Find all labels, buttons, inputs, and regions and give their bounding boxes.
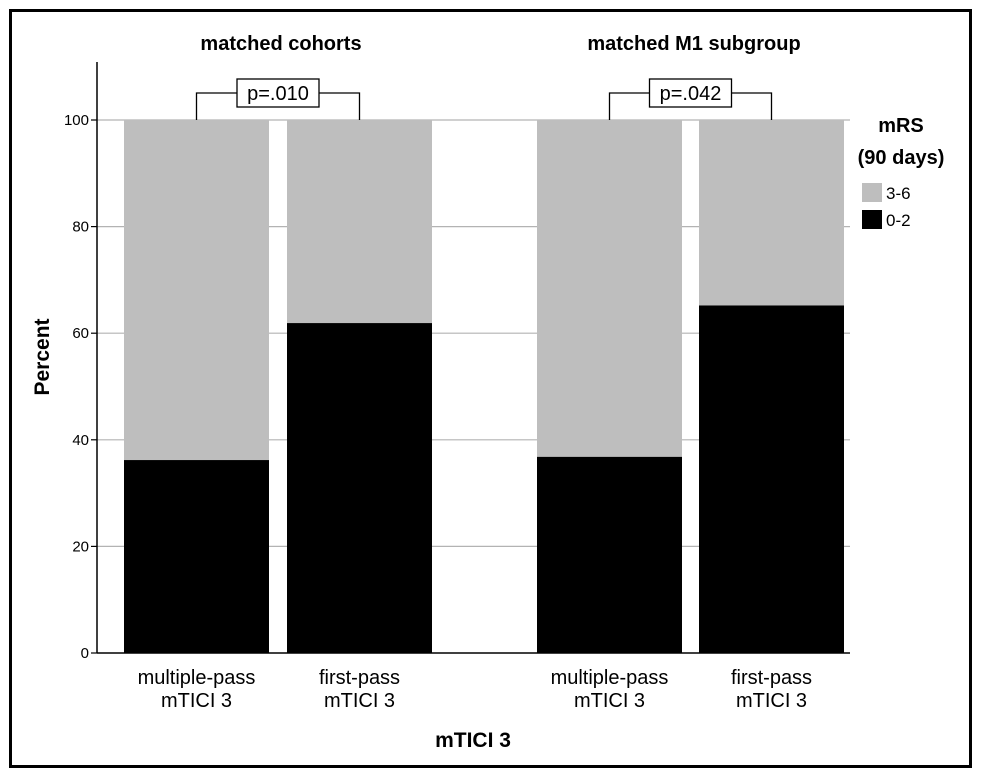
p-value-box	[648, 78, 733, 108]
category-label-line1: multiple-pass	[138, 667, 256, 689]
bar-segment-0-2	[287, 323, 432, 653]
category-label-line1: first-pass	[319, 667, 400, 689]
legend-swatch	[862, 210, 882, 229]
bar-segment-3-6	[537, 120, 682, 457]
category-label-line2: mTICI 3	[736, 690, 807, 712]
group-title: matched cohorts	[200, 33, 361, 55]
x-axis-title: mTICI 3	[435, 729, 511, 752]
y-tick-label: 40	[72, 432, 89, 449]
category-label-line2: mTICI 3	[161, 690, 232, 712]
bar-segment-3-6	[124, 120, 269, 461]
p-value-label: p=.042	[660, 83, 722, 105]
legend-title-line2: (90 days)	[858, 147, 945, 169]
legend-title-line1: mRS	[878, 115, 924, 137]
y-tick-label: 80	[72, 219, 89, 236]
category-label-line1: first-pass	[731, 667, 812, 689]
legend: mRS (90 days) 3-60-2	[858, 115, 945, 230]
bar-segment-3-6	[287, 120, 432, 324]
p-value-brackets: p=.010 p=.042	[195, 78, 773, 120]
bar-segment-0-2	[537, 456, 682, 653]
p-value-label: p=.010	[247, 83, 309, 105]
y-tick-label: 0	[81, 645, 89, 662]
p-value-box	[236, 78, 320, 108]
bar-segment-0-2	[699, 305, 844, 653]
p-value-bracket	[608, 92, 773, 120]
legend-swatch	[862, 183, 882, 202]
y-tick-label: 100	[64, 112, 89, 129]
bar-segment-0-2	[124, 460, 269, 653]
axes	[96, 62, 850, 654]
y-axis-title: Percent	[31, 318, 54, 395]
p-value-bracket	[195, 92, 361, 120]
y-ticks: 0 20 40 60 80 100	[64, 112, 97, 662]
y-tick-label: 20	[72, 538, 89, 555]
category-label-line2: mTICI 3	[574, 690, 645, 712]
y-tick-label: 60	[72, 325, 89, 342]
legend-entries: 3-60-2	[862, 183, 911, 230]
group-titles: matched cohorts matched M1 subgroup	[200, 33, 800, 55]
legend-label: 3-6	[886, 184, 911, 203]
category-label-line2: mTICI 3	[324, 690, 395, 712]
category-label-line1: multiple-pass	[551, 667, 669, 689]
bar-segment-3-6	[699, 120, 844, 306]
legend-label: 0-2	[886, 211, 911, 230]
group-title: matched M1 subgroup	[587, 33, 800, 55]
bars	[124, 120, 844, 653]
